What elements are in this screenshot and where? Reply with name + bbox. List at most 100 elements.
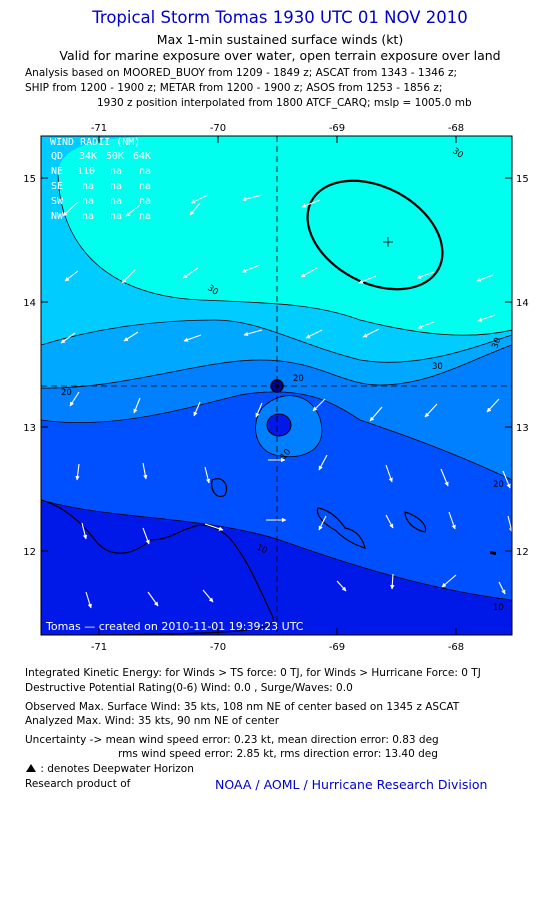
wind-vector-arrow [318, 454, 328, 471]
wind-vector-arrow [243, 329, 263, 337]
wind-vector-arrow [476, 274, 494, 282]
wind-vector-arrow [369, 406, 383, 422]
wind-radii-cell: 110 [77, 166, 95, 177]
wind-vector-arrow [416, 271, 435, 279]
wind-vector-arrow [62, 201, 79, 217]
uncertainty-rms-text: rms wind speed error: 2.85 kt, rms direc… [118, 748, 438, 760]
wind-radii-cell: na [110, 166, 122, 177]
contour-label: 30 [490, 336, 503, 350]
wind-vector-arrow [301, 199, 321, 208]
max-wind-marker [383, 237, 393, 247]
wind-vector-arrow [81, 522, 88, 540]
wind-vector-arrow [182, 267, 199, 279]
wind-radii-title: WIND RADII (NM) [50, 137, 140, 148]
wind-vector-arrow [502, 470, 511, 489]
wind-vector-arrow [189, 202, 201, 216]
wind-radii-cell: na [82, 181, 94, 192]
wind-radii-header: 34K [79, 151, 97, 162]
wind-radii-cell: na [110, 181, 122, 192]
wind-radii-cell: na [82, 211, 94, 222]
wind-radii-header: 64K [133, 151, 151, 162]
wind-vector-arrow [241, 194, 263, 202]
deepwater-legend-text: : denotes Deepwater Horizon [40, 763, 194, 775]
wind-radii-cell: SE [51, 181, 63, 192]
land-islet [316, 507, 366, 549]
contour-30 [57, 174, 512, 336]
wind-radii-table: WIND RADII (NM) QD 34K 50K 64K NE 110 na… [50, 137, 151, 222]
observed-max-wind-text: Observed Max. Surface Wind: 35 kts, 108 … [25, 701, 460, 713]
uncertainty-text: Uncertainty -> mean wind speed error: 0.… [25, 734, 439, 746]
wind-radii-cell: na [110, 211, 122, 222]
y-tick-label: 13 [23, 423, 36, 434]
wind-radii-header: 50K [106, 151, 124, 162]
wind-radii-cell: na [139, 181, 151, 192]
map-title: Tropical Storm Tomas 1930 UTC 01 NOV 201… [92, 8, 468, 27]
noaa-credit-link[interactable]: NOAA / AOML / Hurricane Research Divisio… [215, 777, 488, 792]
wind-radii-cell: NE [51, 166, 63, 177]
x-tick-label: -68 [448, 642, 464, 653]
wind-vector-arrow [121, 269, 136, 284]
wind-radii-cell: na [139, 166, 151, 177]
analyzed-max-wind-text: Analyzed Max. Wind: 35 kts, 90 nm NE of … [25, 715, 280, 727]
contour-label: 20 [61, 388, 72, 398]
axis-labels: -71 -70 -69 -68 -71 -70 -69 -68 15 14 13… [23, 123, 528, 653]
wind-vector-arrow [204, 523, 224, 531]
credit-line: Tomas — created on 2010-11-01 19:39:23 U… [45, 620, 304, 633]
wind-radii-cell: NW [51, 211, 64, 222]
core-wind-minimum [266, 413, 292, 437]
land-small-island [211, 478, 228, 498]
wind-vector-arrow [64, 270, 79, 282]
wind-vector-arrow [318, 515, 327, 531]
wind-vector-arrow [385, 464, 393, 483]
wind-radii-cell: na [139, 196, 151, 207]
contour-15 [41, 391, 512, 481]
wind-vector-arrow [204, 466, 211, 484]
map-validity-note: Valid for marine exposure over water, op… [59, 48, 501, 63]
wind-vector-arrow [312, 398, 326, 412]
wind-vector-arrow [477, 314, 496, 322]
x-tick-label: -68 [448, 123, 464, 134]
wind-vector-arrow [75, 463, 80, 481]
contour-label: 20 [293, 374, 304, 384]
x-tick-label: -69 [329, 642, 345, 653]
wind-vector-arrow [441, 574, 457, 588]
y-tick-label: 14 [23, 298, 36, 309]
land-islet [404, 511, 427, 533]
y-tick-label: 15 [23, 174, 36, 185]
map-subtitle: Max 1-min sustained surface winds (kt) [156, 32, 404, 47]
contour-label: 10 [493, 603, 504, 613]
wind-vector-arrow [424, 403, 438, 418]
wind-vector-arrow [85, 591, 92, 609]
wind-vector-arrow [147, 591, 159, 607]
wind-vector-arrow [60, 332, 76, 344]
wind-vector-arrow [417, 321, 435, 329]
y-tick-label: 14 [516, 298, 529, 309]
wind-radii-header: QD [51, 151, 63, 162]
contour-label: 20 [493, 480, 504, 490]
wind-vector-arrow [486, 398, 500, 413]
axis-ticks [41, 136, 512, 635]
wind-vector-arrow [142, 527, 150, 545]
contour-20 [41, 344, 512, 389]
wind-vector-arrow [440, 468, 449, 487]
y-tick-label: 13 [516, 423, 529, 434]
x-tick-label: -71 [91, 123, 107, 134]
land-island [41, 499, 274, 635]
destructive-potential-text: Destructive Potential Rating(0-6) Wind: … [25, 682, 353, 694]
wind-map: 30 30 30 30 20 20 20 10 10 10 WIND RADII… [23, 123, 528, 653]
wind-vector-arrow [255, 402, 263, 418]
wind-vector-arrow [448, 511, 456, 530]
y-tick-label: 15 [516, 174, 529, 185]
wind-radii-cell: na [82, 196, 94, 207]
wind-radii-cell: na [139, 211, 151, 222]
contour-10 [41, 499, 512, 601]
wind-radii-cell: SW [51, 196, 64, 207]
wind-vector-arrow [202, 589, 214, 603]
wind-vector-arrow [358, 275, 377, 284]
analysis-line: Analysis based on MOORED_BUOY from 1209 … [25, 67, 458, 79]
research-product-label: Research product of [25, 778, 131, 790]
wind-vector-arrow [190, 194, 209, 204]
wind-vector-arrow [193, 401, 201, 417]
wind-vector-arrow [133, 397, 141, 414]
land-islet [490, 551, 496, 555]
